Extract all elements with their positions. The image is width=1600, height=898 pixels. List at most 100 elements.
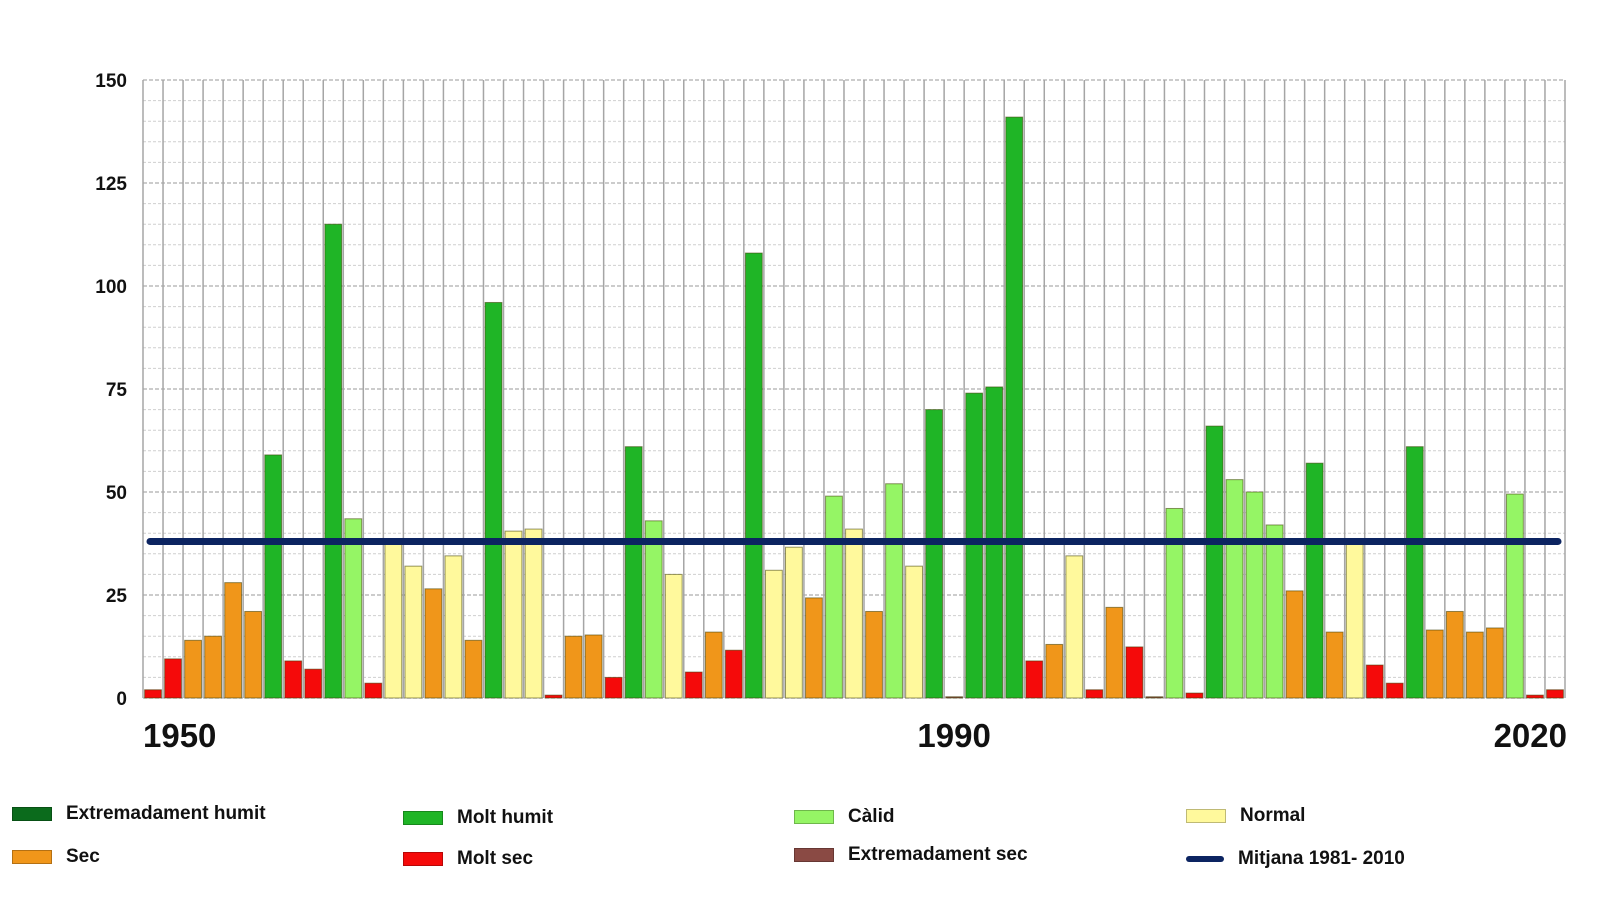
bar-1967 [484, 301, 503, 699]
bar-1977 [684, 671, 703, 699]
bar-1968 [504, 530, 523, 699]
legend-item-calid: Càlid [794, 806, 894, 828]
bar-1961 [364, 682, 383, 699]
bar-1989 [925, 409, 944, 699]
legend-label: Extremadament sec [848, 844, 1028, 865]
x-axis-ticks: 1950 1990 2020 [143, 717, 1567, 754]
bar-2001 [1165, 507, 1184, 699]
legend-swatch-line [1186, 856, 1224, 862]
bar-1982 [785, 546, 803, 699]
y-tick-label: 75 [106, 380, 128, 401]
bar-1955 [244, 610, 263, 699]
bars [144, 116, 1564, 699]
bar-1987 [885, 483, 903, 699]
legend-swatch [1186, 809, 1226, 823]
bar-1996 [1065, 555, 1084, 699]
bar-2011 [1365, 664, 1384, 699]
bar-2012 [1385, 682, 1404, 699]
y-tick-label: 150 [95, 71, 127, 92]
bar-1995 [1045, 643, 1064, 699]
bar-2007 [1285, 590, 1304, 699]
legend-item-normal: Normal [1186, 805, 1305, 827]
legend-item-mitjana: Mitjana 1981- 2010 [1186, 848, 1405, 870]
bar-1997 [1085, 689, 1104, 699]
bar-1969 [524, 528, 543, 699]
y-tick-label: 25 [106, 586, 128, 607]
legend-swatch [794, 810, 834, 824]
x-tick-label: 1990 [917, 717, 990, 754]
bar-1953 [204, 635, 223, 699]
x-tick-label: 2020 [1494, 717, 1567, 754]
bar-2003 [1205, 425, 1224, 699]
legend-label: Càlid [848, 806, 895, 827]
x-tick-label: 1950 [143, 717, 216, 754]
bar-1965 [444, 555, 463, 699]
bar-1966 [464, 639, 483, 699]
legend-item-molt-humit: Molt humit [403, 807, 553, 829]
bar-1971 [564, 635, 583, 699]
bar-2002 [1185, 692, 1204, 699]
bar-1980 [744, 252, 763, 699]
bar-1988 [905, 565, 923, 699]
bar-2019 [1526, 694, 1544, 699]
bar-1951 [164, 658, 182, 699]
legend-label: Mitjana 1981- 2010 [1238, 848, 1405, 869]
legend: Extremadament humit Molt humit Càlid Nor… [0, 795, 1600, 895]
bar-2010 [1345, 540, 1364, 699]
bar-1963 [404, 565, 423, 699]
bar-1981 [764, 569, 783, 699]
bar-2017 [1485, 627, 1504, 699]
bar-2018 [1506, 493, 1524, 699]
legend-label: Sec [66, 846, 100, 867]
bar-1973 [604, 676, 623, 699]
bar-1962 [384, 540, 403, 699]
bar-2016 [1465, 631, 1484, 699]
legend-swatch [12, 850, 52, 864]
bar-2006 [1265, 524, 1284, 699]
bar-1979 [724, 649, 743, 699]
bar-1957 [284, 660, 303, 699]
legend-item-sec: Sec [12, 846, 100, 868]
bar-1994 [1025, 660, 1044, 699]
legend-label: Molt sec [457, 848, 534, 869]
bar-2000 [1145, 696, 1164, 699]
bar-2009 [1325, 631, 1344, 699]
y-axis-ticks: 0 25 50 75 100 125 150 [95, 71, 127, 710]
bar-1959 [324, 223, 343, 699]
grid [142, 79, 1566, 699]
bar-1998 [1105, 606, 1124, 699]
legend-label: Extremadament humit [66, 803, 266, 824]
bar-1952 [184, 639, 202, 699]
legend-item-extremadament-humit: Extremadament humit [12, 803, 266, 825]
bar-1960 [344, 518, 363, 699]
bar-1984 [825, 495, 843, 699]
bar-chart: 0 25 50 75 100 125 150 1950 1990 2020 [95, 71, 1567, 754]
y-tick-label: 0 [116, 689, 127, 710]
y-tick-label: 50 [106, 483, 127, 504]
bar-1978 [704, 631, 723, 699]
bar-1958 [304, 668, 323, 699]
legend-item-molt-sec: Molt sec [403, 848, 533, 870]
bar-1990 [945, 696, 964, 699]
bar-1986 [865, 610, 883, 699]
bar-2013 [1405, 446, 1424, 699]
bar-1993 [1005, 116, 1024, 699]
bar-1972 [584, 634, 603, 699]
bar-1964 [424, 588, 443, 699]
bar-2005 [1245, 491, 1264, 699]
legend-swatch [12, 807, 52, 821]
legend-swatch [403, 811, 443, 825]
legend-swatch [403, 852, 443, 866]
bar-1983 [805, 597, 823, 699]
y-tick-label: 100 [95, 277, 127, 298]
legend-item-extremadament-sec: Extremadament sec [794, 844, 1028, 866]
bar-1991 [965, 392, 984, 699]
bar-1974 [624, 446, 643, 699]
bar-1999 [1125, 646, 1144, 699]
bar-2015 [1445, 610, 1464, 699]
bar-1954 [224, 582, 243, 699]
bar-1976 [664, 573, 683, 699]
bar-1956 [264, 454, 283, 699]
legend-label: Molt humit [457, 807, 554, 828]
bar-1970 [544, 694, 563, 699]
